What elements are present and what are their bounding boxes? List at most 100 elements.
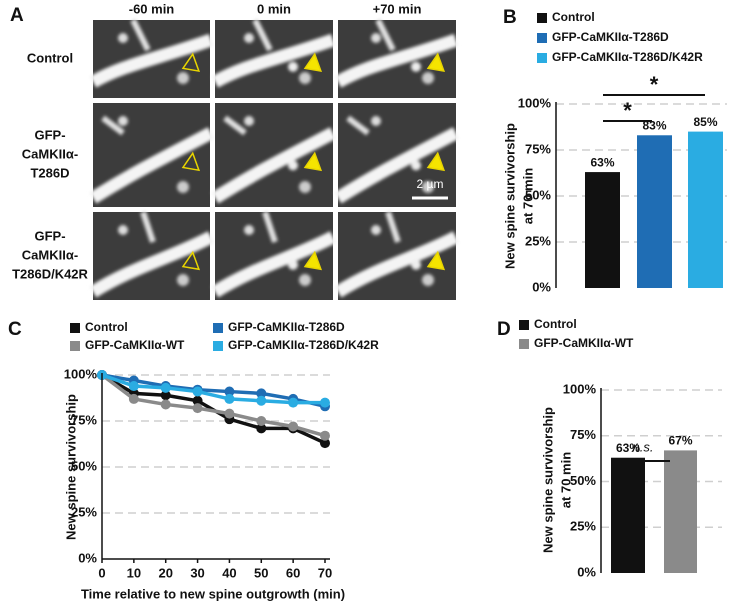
dendrite-shaft [334,33,459,88]
spine [244,116,254,126]
row-label: T286D [30,165,69,180]
bar [637,135,672,288]
dendrite-shaft [334,127,460,204]
bar [664,450,697,573]
arrowhead [426,250,446,271]
new-spine [411,259,421,270]
legend-label: Control [85,320,128,334]
legend-label: GFP-CaMKIIα-T286D/K42R [228,338,379,352]
dendrite [89,18,214,88]
legend-label: GFP-CaMKIIα-T286D [228,320,345,334]
row-label: Control [27,50,73,65]
y-axis-label: at 70 min [558,452,573,508]
legend-label: Control [552,10,595,24]
legend-label: GFP-CaMKIIα-WT [534,336,634,350]
data-point [160,390,171,401]
legend-swatch [537,33,547,43]
dendrite-shaft [211,127,337,204]
x-tick-label: 70 [318,565,332,580]
spine [118,116,128,126]
spine [177,274,189,286]
dendrite-branch [140,211,156,243]
spine [371,33,381,43]
micrograph [211,211,337,300]
row-label: CaMKIIα- [22,146,78,161]
y-axis-label: at 70 min [520,168,535,224]
x-tick-label: 60 [286,565,300,580]
spine [177,72,189,84]
row-label: GFP- [34,127,65,142]
spine [422,72,434,84]
y-tick-label: 100% [518,95,552,110]
dendrite [89,115,215,204]
bar [611,457,645,573]
data-point [192,386,203,397]
y-tick-label: 0% [577,564,596,579]
dendrite-branch [385,211,401,243]
legend-swatch [213,323,223,333]
panel-label: D [497,319,511,340]
data-point [320,438,330,449]
dendrite [89,211,215,298]
x-tick-label: 10 [127,565,141,580]
new-spine [288,160,298,171]
legend-swatch [537,53,547,63]
data-point [256,423,267,434]
spine [177,181,189,193]
dendrite-branch [375,18,396,52]
data-point [160,399,171,410]
micrograph [334,211,460,300]
bar [688,131,723,288]
y-tick-label: 50% [570,473,596,488]
legend-swatch [70,323,80,333]
data-point [224,408,235,419]
legend-swatch [519,320,529,330]
y-axis-label: New spine survivorship [502,123,517,269]
y-tick-label: 0% [532,279,551,294]
micrograph [211,103,337,207]
arrowhead [181,52,201,73]
arrowhead [181,151,201,172]
legend-swatch [537,13,547,23]
micrograph [89,211,215,300]
y-tick-label: 25% [570,519,596,534]
dendrite-branch [346,115,370,136]
x-tick-label: 30 [190,565,204,580]
legend-swatch [213,341,223,351]
bar [585,172,620,288]
spine [371,225,381,235]
data-point [160,382,171,393]
column-header: -60 min [129,1,175,16]
spine [118,225,128,235]
value-label: 63% [590,155,614,169]
annotation: n.s. [633,439,654,454]
y-tick-label: 75% [570,427,596,442]
dendrite-shaft [89,127,215,204]
spine [422,274,434,286]
scale-bar-label: 2 µm [417,177,444,191]
data-point [320,397,330,408]
annotation: * [623,98,632,123]
micrograph [89,103,215,207]
micrograph [89,18,214,98]
new-spine [411,61,421,72]
data-point [256,416,267,426]
arrowhead [303,52,323,73]
legend-label: GFP-CaMKIIα-T286D/K42R [552,50,703,64]
value-label: 63% [616,441,640,455]
value-label: 67% [668,434,692,448]
dendrite [334,18,459,88]
legend-swatch [519,339,529,349]
dendrite [334,115,460,204]
x-axis-label: Time relative to new spine outgrowth (mi… [81,586,345,601]
data-point [256,395,267,406]
legend-label: GFP-CaMKIIα-WT [85,338,185,352]
annotation: * [650,72,659,97]
dendrite-branch [252,18,273,52]
legend-label: GFP-CaMKIIα-T286D [552,30,669,44]
x-tick-label: 50 [254,565,268,580]
y-tick-label: 100% [563,381,597,396]
x-tick-label: 40 [222,565,236,580]
series-line [101,373,325,405]
